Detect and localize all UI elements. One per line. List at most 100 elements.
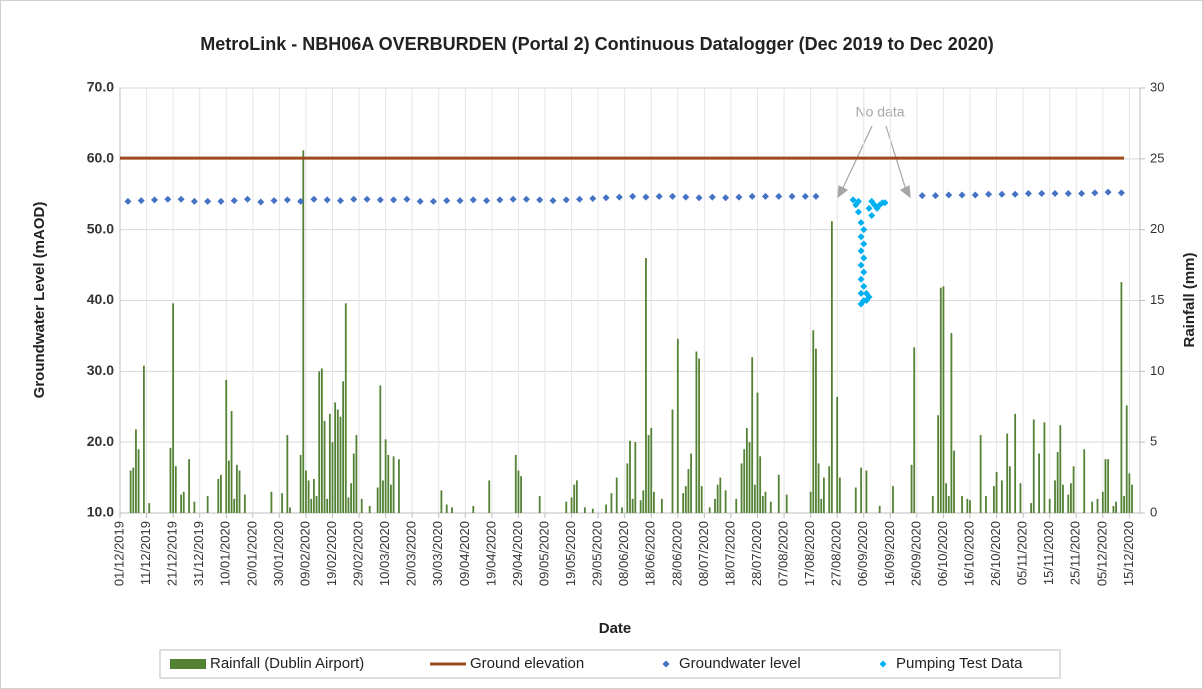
rainfall-bar: [1054, 480, 1056, 513]
chart-title: MetroLink - NBH06A OVERBURDEN (Portal 2)…: [200, 34, 993, 54]
rainfall-bar: [188, 459, 190, 513]
rainfall-bar: [350, 483, 352, 513]
x-tick-label: 05/12/2020: [1094, 521, 1109, 586]
rainfall-bar: [966, 498, 969, 513]
rainfall-bar: [823, 477, 825, 513]
data-point: [350, 195, 358, 203]
rainfall-bar: [950, 333, 953, 513]
rainfall-bar: [320, 368, 323, 513]
y-tick-label: 70.0: [87, 79, 114, 95]
data-point: [857, 247, 865, 255]
rainfall-bar: [817, 463, 820, 513]
rainfall-bar: [745, 428, 748, 513]
rainfall-bar: [230, 411, 233, 513]
data-point: [602, 194, 610, 202]
rainfall-bar: [169, 447, 172, 513]
rainfall-bar: [313, 479, 315, 513]
data-point: [164, 195, 172, 203]
rainfall-bar: [639, 500, 642, 513]
legend-label: Rainfall (Dublin Airport): [210, 655, 364, 672]
rainfall-bar: [390, 484, 392, 513]
data-point: [682, 193, 690, 201]
data-point: [695, 194, 703, 202]
rainfall-bar: [440, 490, 443, 513]
rainfall-bar: [135, 429, 137, 513]
rainfall-bar: [993, 486, 995, 513]
rainfall-bar: [735, 498, 738, 513]
rainfall-bar: [660, 498, 663, 513]
rainfall-bar: [642, 490, 645, 513]
x-tick-label: 09/02/2020: [297, 521, 312, 586]
data-point: [496, 196, 504, 204]
rainfall-bar: [1125, 405, 1128, 513]
rainfall-bar: [854, 487, 857, 513]
rainfall-bar: [180, 494, 182, 513]
rainfall-bar: [945, 483, 947, 513]
x-tick-label: 26/10/2020: [988, 521, 1003, 586]
rainfall-bar: [451, 507, 453, 513]
data-point: [124, 197, 132, 205]
rainfall-bar: [671, 409, 674, 513]
data-point: [945, 191, 953, 199]
data-point: [217, 197, 225, 205]
rainfall-bar: [565, 501, 568, 513]
rainfall-bar: [684, 486, 687, 513]
data-point: [857, 275, 865, 283]
rainfall-bar: [310, 498, 313, 513]
x-tick-label: 29/04/2020: [510, 521, 525, 586]
rainfall-bar: [1112, 505, 1115, 513]
rainfall-bar: [961, 496, 963, 513]
rainfall-bar: [942, 286, 945, 513]
data-point: [1078, 190, 1086, 198]
rainfall-bar: [892, 486, 894, 513]
data-point: [1117, 189, 1125, 197]
data-point: [1011, 190, 1019, 198]
data-point: [722, 194, 730, 202]
rainfall-bar: [1000, 480, 1003, 513]
rainfall-bar: [132, 467, 135, 513]
rainfall-bar: [947, 496, 950, 513]
y2-tick-label: 15: [1150, 292, 1164, 307]
data-point: [310, 195, 318, 203]
rainfall-bar: [764, 491, 767, 513]
data-point: [536, 196, 544, 204]
data-point: [860, 240, 868, 248]
rainfall-bar: [305, 470, 307, 513]
x-tick-label: 11/12/2019: [138, 521, 153, 585]
rainfall-bar: [379, 385, 382, 513]
x-tick-label: 19/02/2020: [324, 521, 339, 586]
x-tick-label: 18/07/2020: [722, 521, 737, 586]
rainfall-bar: [1123, 496, 1125, 513]
y-tick-label: 30.0: [87, 362, 114, 378]
rainfall-bar: [1008, 466, 1011, 513]
data-point: [1024, 190, 1032, 198]
legend-swatch: [879, 660, 887, 668]
x-tick-label: 17/08/2020: [802, 521, 817, 586]
x-tick-label: 28/07/2020: [749, 521, 764, 586]
rainfall-bar: [910, 464, 913, 513]
data-point: [376, 196, 384, 204]
x-tick-label: 20/01/2020: [244, 521, 259, 586]
rainfall-bar: [634, 442, 637, 513]
rainfall-bar: [878, 505, 881, 513]
rainfall-bar: [719, 477, 722, 513]
data-point: [483, 197, 491, 205]
rainfall-bar: [1014, 413, 1017, 513]
rainfall-bar: [382, 480, 384, 513]
rainfall-bar: [538, 496, 541, 513]
rainfall-bar: [1059, 425, 1062, 513]
rainfall-bar: [626, 463, 629, 513]
rainfall-bar: [865, 470, 868, 513]
x-tick-label: 15/12/2020: [1121, 521, 1136, 586]
rainfall-bar: [740, 463, 743, 513]
y2-tick-label: 20: [1150, 221, 1164, 236]
rainfall-bar: [233, 498, 236, 513]
data-point: [735, 193, 743, 201]
data-point: [1051, 190, 1059, 198]
rainfall-bar: [384, 439, 387, 513]
y-tick-label: 40.0: [87, 291, 114, 307]
rainfall-bar: [1030, 503, 1032, 513]
rainfall-bar: [939, 287, 942, 513]
data-point: [443, 197, 451, 205]
rainfall-bar: [1115, 501, 1117, 513]
